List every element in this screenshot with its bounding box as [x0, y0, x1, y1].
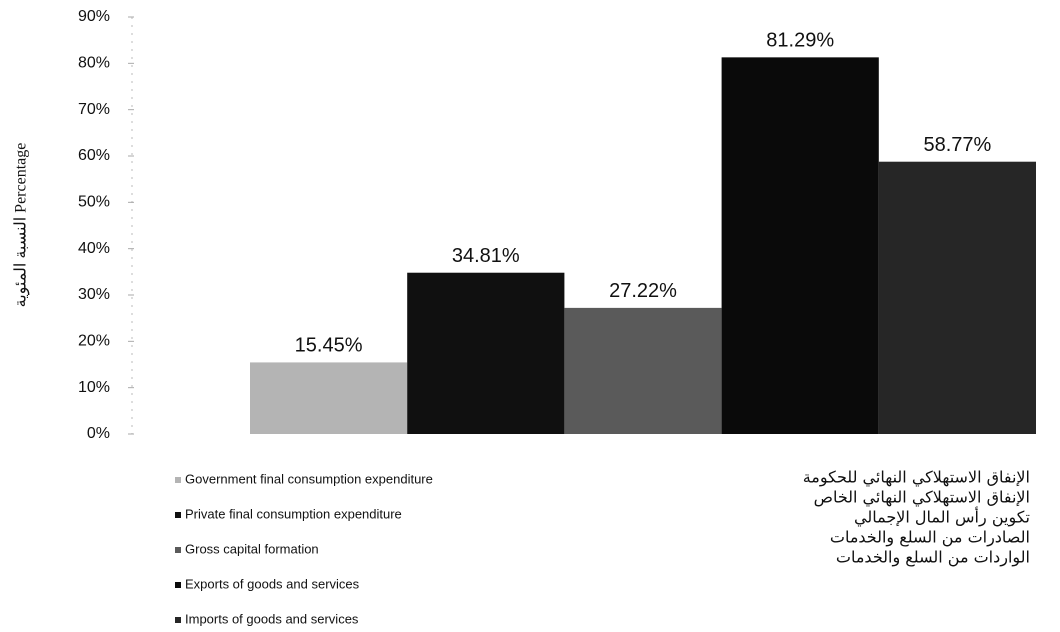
y-tick-label: 20%	[78, 333, 110, 350]
bar	[407, 272, 565, 434]
legend-swatch	[175, 547, 181, 553]
legend-swatch	[175, 582, 181, 588]
y-tick-label: 30%	[78, 286, 110, 303]
bar	[564, 307, 722, 434]
value-label: 27.22%	[609, 280, 677, 302]
y-tick-label: 70%	[78, 101, 110, 118]
value-label: 58.77%	[923, 134, 991, 156]
y-tick-label: 60%	[78, 147, 110, 164]
legend-label-arabic: تكوين رأس المال الإجمالي	[854, 507, 1030, 528]
value-label: 81.29%	[766, 30, 834, 52]
legend-label-arabic: الواردات من السلع والخدمات	[836, 548, 1030, 568]
value-label: 15.45%	[295, 335, 363, 357]
y-tick-label: 10%	[78, 379, 110, 396]
legend-label: Government final consumption expenditure	[185, 471, 433, 486]
bar	[721, 57, 879, 435]
legend-swatch	[175, 617, 181, 623]
legend-swatch	[175, 477, 181, 483]
legend-label-arabic: الصادرات من السلع والخدمات	[830, 528, 1030, 548]
legend-label: Imports of goods and services	[185, 611, 359, 626]
legend-swatch	[175, 512, 181, 518]
y-axis-label: النسبة المئوية Percentage	[13, 143, 30, 308]
y-tick-label: 40%	[78, 240, 110, 257]
bar	[878, 161, 1036, 434]
legend-label: Private final consumption expenditure	[185, 506, 402, 521]
legend-label: Exports of goods and services	[185, 576, 360, 591]
y-tick-label: 0%	[87, 425, 110, 442]
value-label: 34.81%	[452, 245, 520, 267]
legend-label-arabic: الإنفاق الاستهلاكي النهائي الخاص	[814, 488, 1030, 508]
y-tick-label: 80%	[78, 55, 110, 72]
y-tick-label: 50%	[78, 194, 110, 211]
legend-label-arabic: الإنفاق الاستهلاكي النهائي للحكومة	[803, 468, 1030, 488]
bar	[250, 362, 408, 434]
y-tick-label: 90%	[78, 8, 110, 25]
legend-label: Gross capital formation	[185, 541, 319, 556]
